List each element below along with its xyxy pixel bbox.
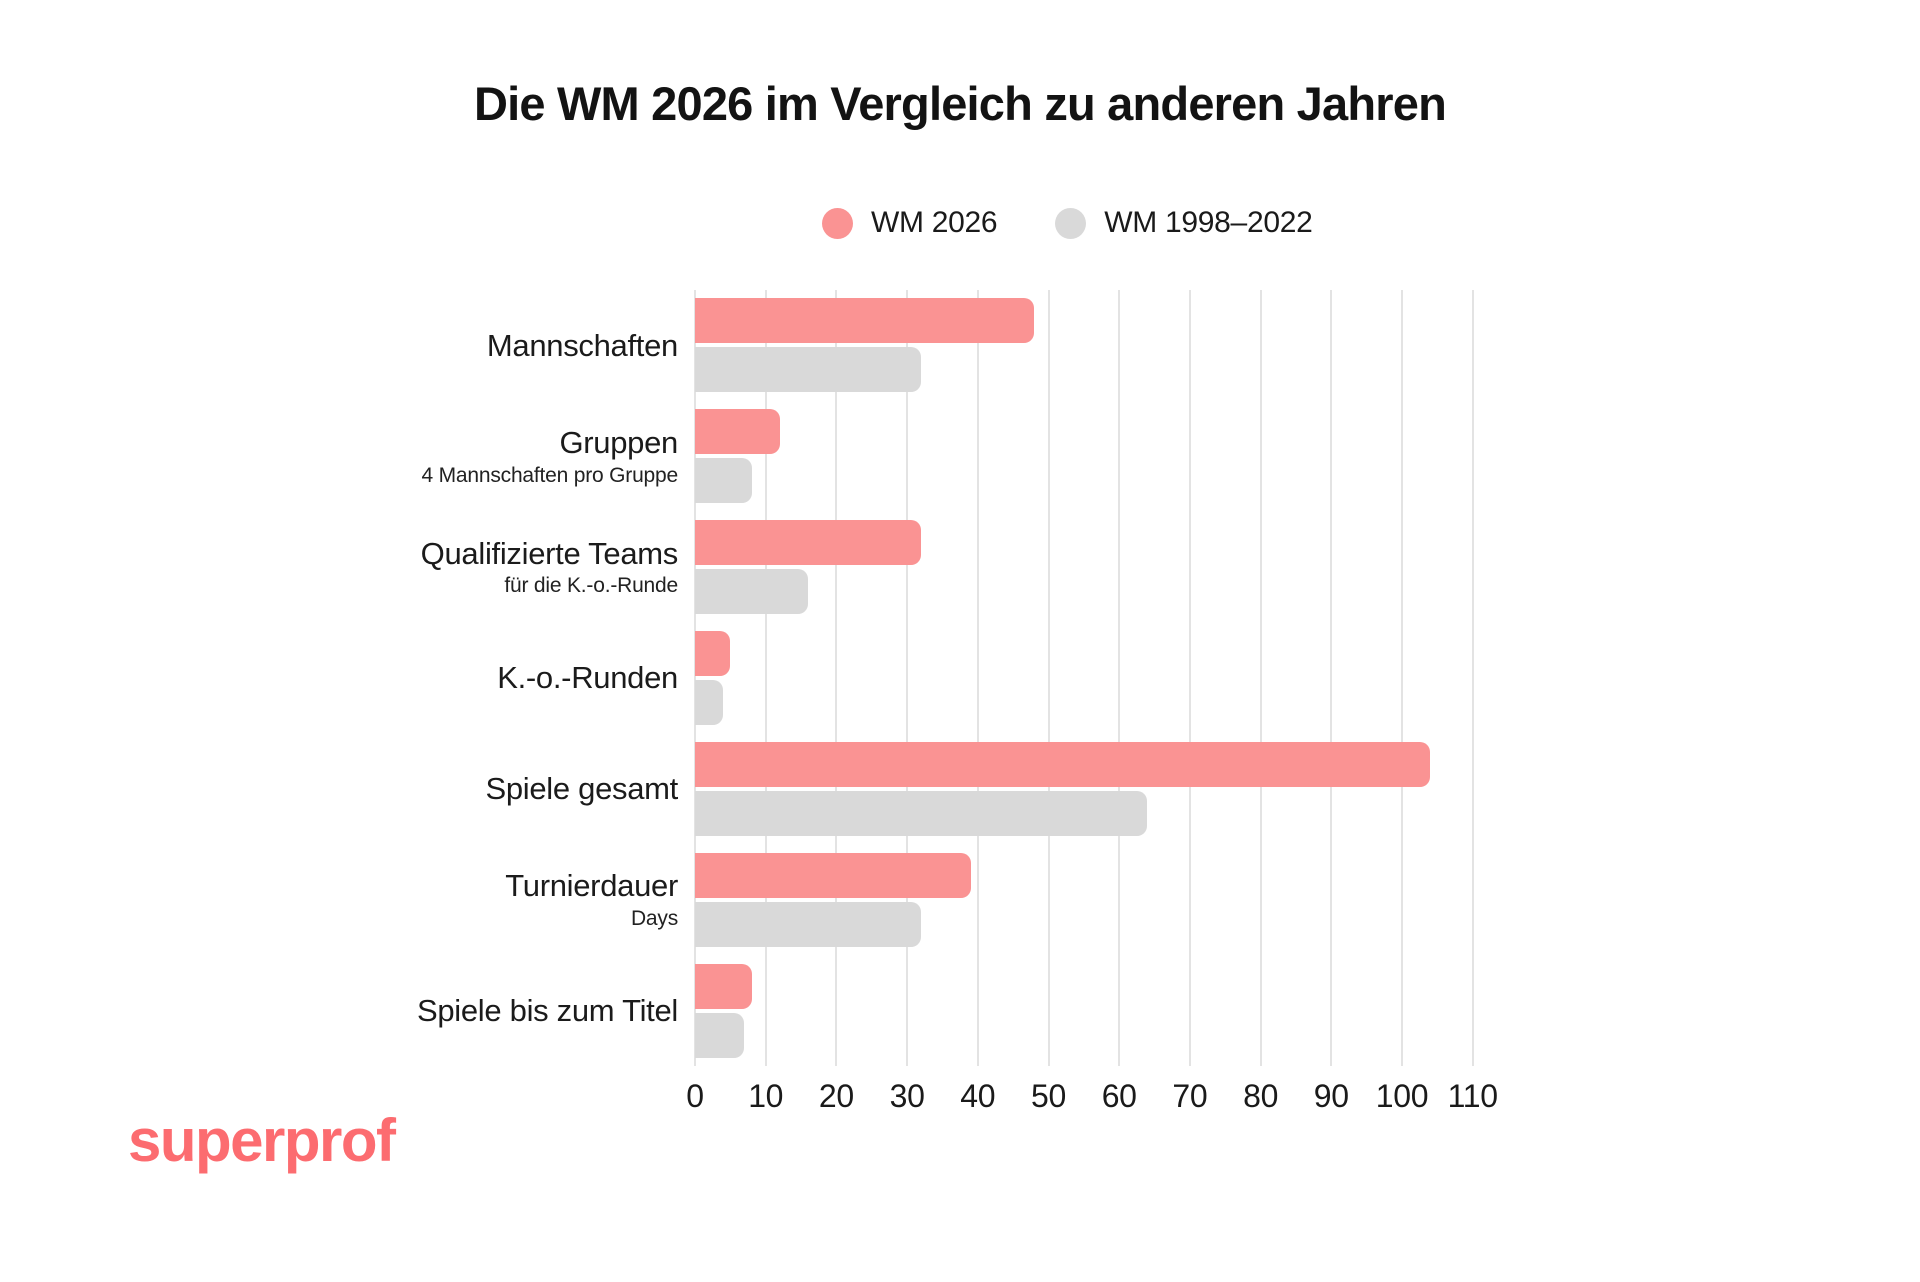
gridline-100: [1401, 290, 1403, 1066]
bar-wm-2026: [695, 741, 1431, 787]
category-label-5: Turnierdauer Days: [40, 844, 678, 955]
category-sublabel-text: für die K.-o.-Runde: [504, 574, 678, 598]
bar-wm-1998-2022: [695, 901, 922, 947]
bar-group-1: [695, 401, 1487, 512]
category-label-text: Mannschaften: [486, 327, 678, 363]
category-label-6: Spiele bis zum Titel: [40, 955, 678, 1066]
x-tick-label-0: 0: [686, 1078, 704, 1114]
gridline-20: [835, 290, 838, 1066]
gridline-30: [906, 290, 909, 1066]
gridline-70: [1188, 290, 1191, 1066]
category-labels-column: Mannschaften Gruppen 4 Mannschaften pro Gr…: [40, 290, 678, 1066]
category-label-2: Qualifizierte Teams für die K.-o.-Runde: [40, 512, 679, 623]
category-label-text: Spiele gesamt: [485, 771, 678, 807]
gridline-40: [976, 290, 979, 1066]
legend-dot-icon: [822, 207, 853, 239]
x-tick-label-40: 40: [960, 1078, 996, 1114]
bar-rows: [695, 290, 1487, 1066]
superprof-logo: superprof: [128, 1107, 396, 1174]
category-sublabel-text: Days: [630, 907, 678, 931]
x-tick-label-70: 70: [1172, 1078, 1208, 1114]
bar-wm-1998-2022: [695, 680, 724, 725]
bar-wm-2026: [695, 520, 922, 566]
gridline-50: [1047, 290, 1050, 1066]
category-label-text: Spiele bis zum Titel: [416, 992, 678, 1028]
bar-group-4: [695, 733, 1487, 844]
x-tick-label-110: 110: [1447, 1078, 1498, 1114]
bar-wm-1998-2022: [695, 790, 1148, 836]
category-label-text: Turnierdauer: [505, 868, 678, 904]
bar-group-5: [695, 844, 1487, 955]
bar-wm-1998-2022: [695, 569, 809, 615]
x-tick-label-50: 50: [1031, 1078, 1066, 1114]
bar-group-3: [695, 623, 1487, 734]
gridline-10: [764, 290, 767, 1066]
gridline-90: [1330, 290, 1333, 1066]
x-tick-label-30: 30: [889, 1078, 925, 1114]
x-tick-label-20: 20: [818, 1078, 854, 1114]
legend-label: WM 1998–2022: [1104, 206, 1313, 239]
bar-wm-2026: [695, 409, 780, 455]
gridline-0: [694, 290, 696, 1066]
legend-dot-icon: [1055, 207, 1087, 239]
bar-wm-2026: [695, 298, 1035, 344]
category-label-3: K.-o.-Runden: [40, 623, 678, 734]
category-label-4: Spiele gesamt: [40, 733, 678, 844]
x-tick-label-60: 60: [1101, 1078, 1137, 1114]
category-label-text: K.-o.-Runden: [497, 660, 678, 696]
chart-title: Die WM 2026 im Vergleich zu anderen Jahr…: [473, 77, 1447, 130]
legend-item-1: WM 1998–2022: [1055, 206, 1313, 240]
bar-wm-1998-2022: [695, 458, 752, 504]
x-tick-label-80: 80: [1243, 1078, 1279, 1114]
bar-group-2: [695, 512, 1487, 623]
category-sublabel-text: 4 Mannschaften pro Gruppe: [421, 463, 679, 487]
chart-legend: WM 2026 WM 1998–2022: [822, 206, 1313, 240]
x-tick-label-100: 100: [1375, 1078, 1429, 1114]
bar-wm-2026: [695, 963, 752, 1009]
bar-group-6: [695, 955, 1487, 1066]
bar-wm-1998-2022: [695, 347, 922, 393]
category-label-text: Qualifizierte Teams: [420, 535, 679, 571]
x-tick-label-10: 10: [748, 1078, 784, 1114]
x-tick-label-90: 90: [1313, 1078, 1349, 1114]
gridline-60: [1118, 290, 1121, 1066]
legend-item-0: WM 2026: [822, 206, 998, 240]
x-axis: 0 10 20 30 40 50 60 70 80 90 100 110: [686, 1078, 1498, 1120]
category-label-1: Gruppen 4 Mannschaften pro Gruppe: [40, 401, 679, 512]
category-label-text: Gruppen: [559, 424, 678, 460]
plot-area: [694, 290, 1487, 1066]
bar-wm-2026: [695, 852, 971, 898]
bar-group-0: [695, 290, 1487, 401]
legend-label: WM 2026: [871, 206, 998, 239]
bar-wm-1998-2022: [695, 1012, 745, 1058]
gridline-110: [1471, 290, 1474, 1066]
gridline-80: [1259, 290, 1262, 1066]
category-label-0: Mannschaften: [40, 290, 678, 401]
bar-wm-2026: [695, 631, 731, 676]
